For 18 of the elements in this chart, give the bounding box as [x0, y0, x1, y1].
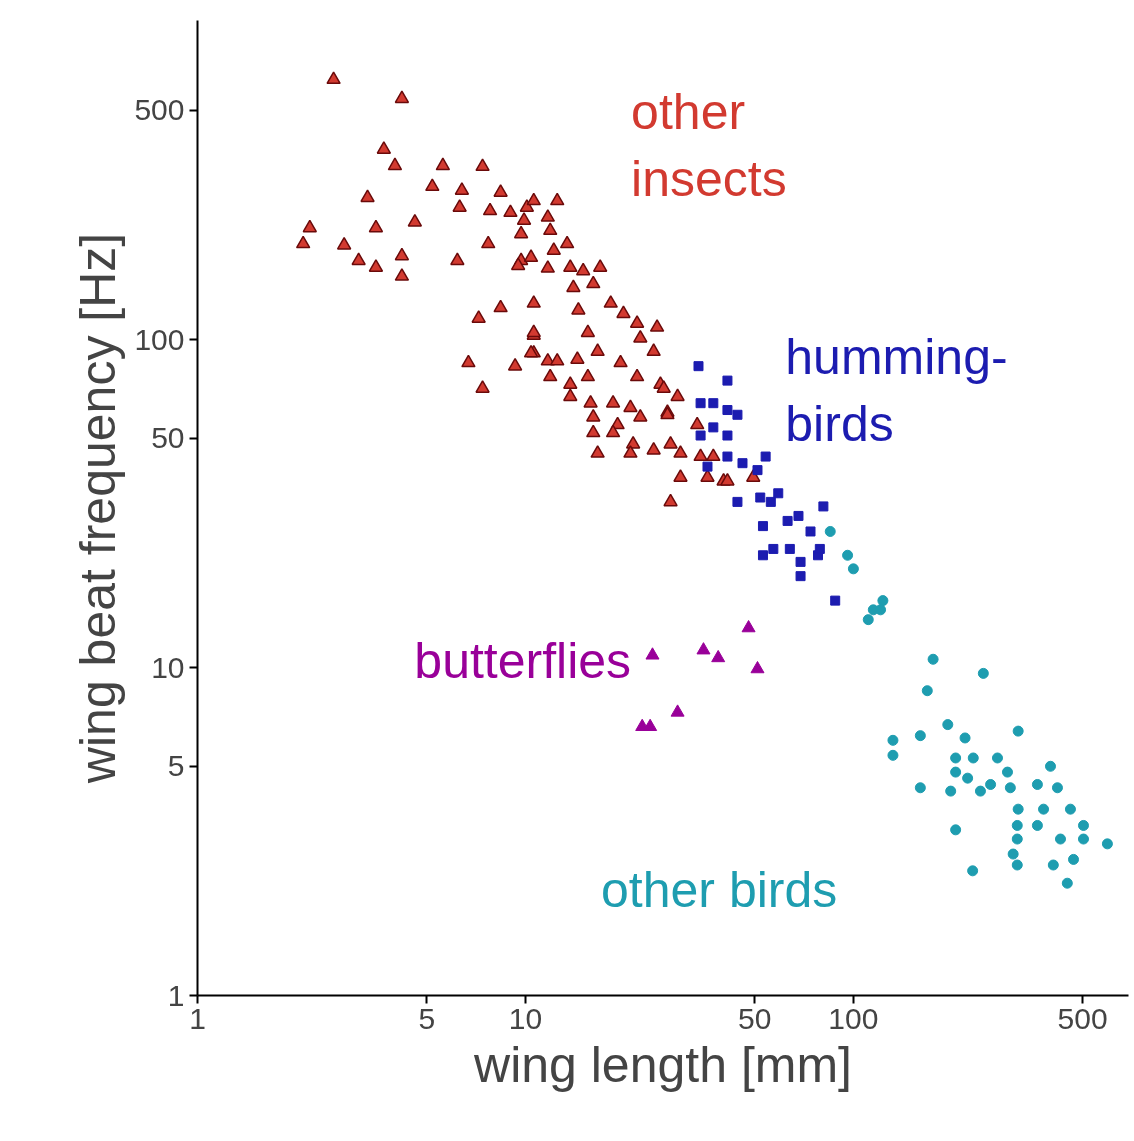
y-tick-label: 10	[151, 650, 185, 684]
x-axis-title: wing length [mm]	[473, 1036, 852, 1093]
text: other birds	[601, 861, 838, 918]
y-tick-label: 50	[151, 421, 185, 455]
y-tick-label: 1	[167, 978, 185, 1012]
y-tick-label: 5	[167, 749, 185, 783]
series-label: butterflies	[414, 632, 632, 689]
series-label: other insects	[631, 84, 787, 208]
x-tick-label: 5	[418, 1001, 436, 1035]
y-tick-label: 500	[134, 93, 185, 127]
x-tick-label: 100	[828, 1001, 879, 1035]
series-label: humming- birds	[785, 328, 1008, 453]
x-tick-label: 50	[737, 1001, 772, 1035]
x-tick-label: 1	[189, 1001, 206, 1035]
y-axis-title: wing beat frequency [Hz]	[70, 232, 127, 785]
y-tick-label: 100	[134, 322, 185, 356]
x-tick-label: 500	[1057, 1001, 1108, 1035]
x-tick-label: 10	[508, 1001, 543, 1035]
